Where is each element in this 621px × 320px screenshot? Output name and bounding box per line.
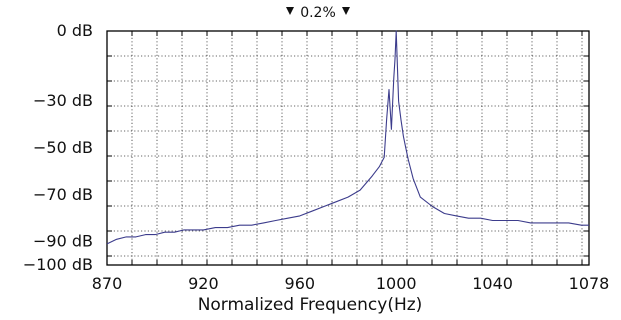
y-tick-label: −30 dB	[33, 91, 93, 110]
grid-lines	[107, 31, 589, 265]
axis-ticks	[106, 30, 589, 265]
plot-frame	[106, 30, 590, 266]
y-tick-label: −100 dB	[23, 255, 93, 274]
y-tick-label: 0 dB	[57, 21, 93, 40]
x-tick-label: 960	[285, 274, 316, 293]
x-axis-tick-labels: 870 920 960 1000 1040 1078	[92, 274, 610, 293]
bandwidth-arrow-icon	[342, 7, 350, 15]
y-tick-label: −70 dB	[33, 185, 93, 204]
x-tick-label: 1078	[569, 274, 610, 293]
y-tick-label: −90 dB	[33, 232, 93, 251]
x-tick-label: 870	[92, 274, 123, 293]
x-axis-title: Normalized Frequency(Hz)	[198, 295, 423, 315]
y-axis-tick-labels: 0 dB −30 dB −50 dB −70 dB −90 dB −100 dB	[23, 21, 93, 274]
series-line-spectrum	[106, 30, 589, 245]
x-tick-label: 920	[188, 274, 219, 293]
bandwidth-arrow-icon	[286, 7, 294, 15]
y-tick-label: −50 dB	[33, 138, 93, 157]
bandwidth-annotation: 0.2%	[300, 5, 336, 21]
x-tick-label: 1000	[376, 274, 417, 293]
x-tick-label: 1040	[472, 274, 513, 293]
